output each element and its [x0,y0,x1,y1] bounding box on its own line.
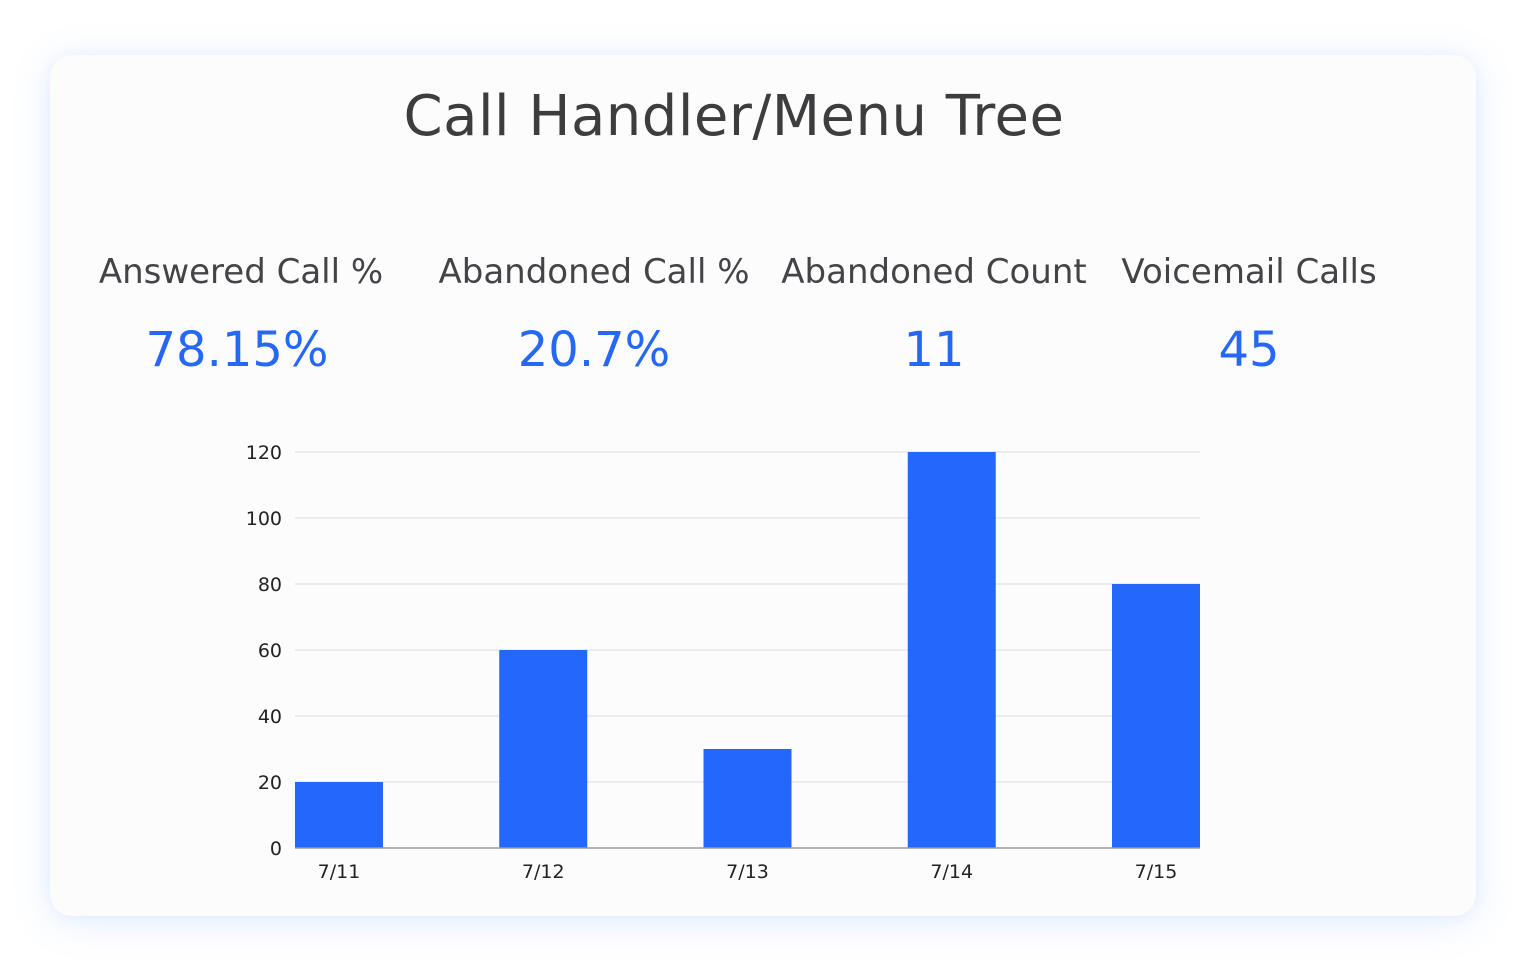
x-tick-label: 7/12 [522,861,565,883]
kpi-value-abandoned-count: 11 [903,322,965,378]
y-tick-label: 120 [246,442,282,464]
page-title: Call Handler/Menu Tree [403,84,1065,149]
x-tick-label: 7/11 [318,861,361,883]
kpi-value-voicemail-calls: 45 [1218,322,1280,378]
kpi-label-voicemail-calls: Voicemail Calls [1121,252,1377,292]
x-tick-label: 7/13 [726,861,769,883]
y-tick-label: 80 [258,574,282,596]
kpi-value-abandoned-call-pct: 20.7% [517,322,671,378]
x-tick-label: 7/14 [930,861,973,883]
kpi-value-answered-call-pct: 78.15% [145,322,329,378]
bar-7-14 [907,452,996,848]
bar-7-15 [1112,584,1200,848]
y-tick-label: 60 [258,640,282,662]
bar-7-13 [703,749,792,848]
kpi-label-answered-call-pct: Answered Call % [98,252,384,292]
y-tick-label: 0 [270,838,282,860]
bar-7-12 [499,650,588,848]
kpi-label-abandoned-call-pct: Abandoned Call % [438,252,750,292]
y-tick-label: 40 [258,706,282,728]
x-tick-label: 7/15 [1135,861,1178,883]
y-tick-label: 100 [246,508,282,530]
bar-7-11 [295,782,383,848]
y-tick-label: 20 [258,772,282,794]
kpi-label-abandoned-count: Abandoned Count [781,252,1087,292]
